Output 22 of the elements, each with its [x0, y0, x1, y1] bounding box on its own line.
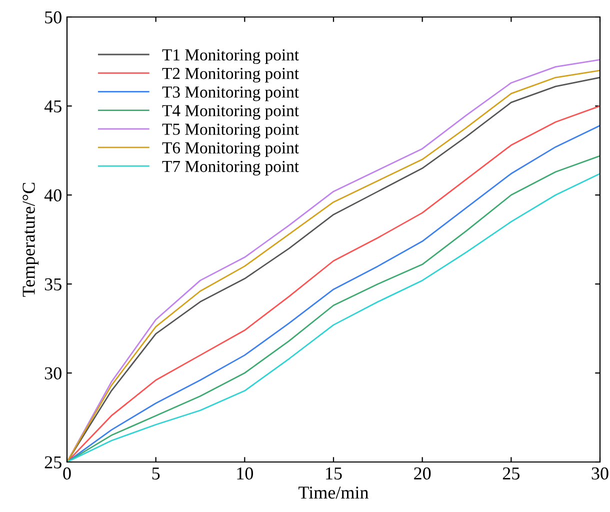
- legend-label: T4 Monitoring point: [162, 105, 299, 120]
- y-tick-label: 50: [45, 11, 62, 24]
- x-tick-label: 0: [63, 467, 71, 480]
- x-axis-title: Time/min: [298, 486, 369, 499]
- x-tick-label: 20: [414, 467, 431, 480]
- x-tick-label: 25: [502, 467, 520, 480]
- x-tick-label: 15: [326, 467, 342, 480]
- y-tick-label: 40: [44, 189, 62, 202]
- legend-label: T6 Monitoring point: [162, 142, 299, 157]
- y-tick-label: 35: [44, 278, 62, 290]
- x-tick-label: 10: [237, 467, 254, 480]
- legend-label: T5 Monitoring point: [162, 124, 299, 138]
- x-tick-label: 5: [152, 468, 160, 480]
- legend-label: T2 Monitoring point: [162, 68, 299, 83]
- y-tick-label: 25: [44, 456, 62, 468]
- legend-label: T7 Monitoring point: [162, 160, 299, 176]
- legend-label: T1 Monitoring point: [162, 49, 299, 64]
- legend-label: T3 Monitoring point: [162, 86, 299, 102]
- y-tick-label: 45: [44, 100, 62, 112]
- y-tick-label: 30: [44, 367, 62, 380]
- y-axis-title: Temperature/°C: [22, 182, 39, 297]
- x-tick-label: 30: [592, 467, 608, 480]
